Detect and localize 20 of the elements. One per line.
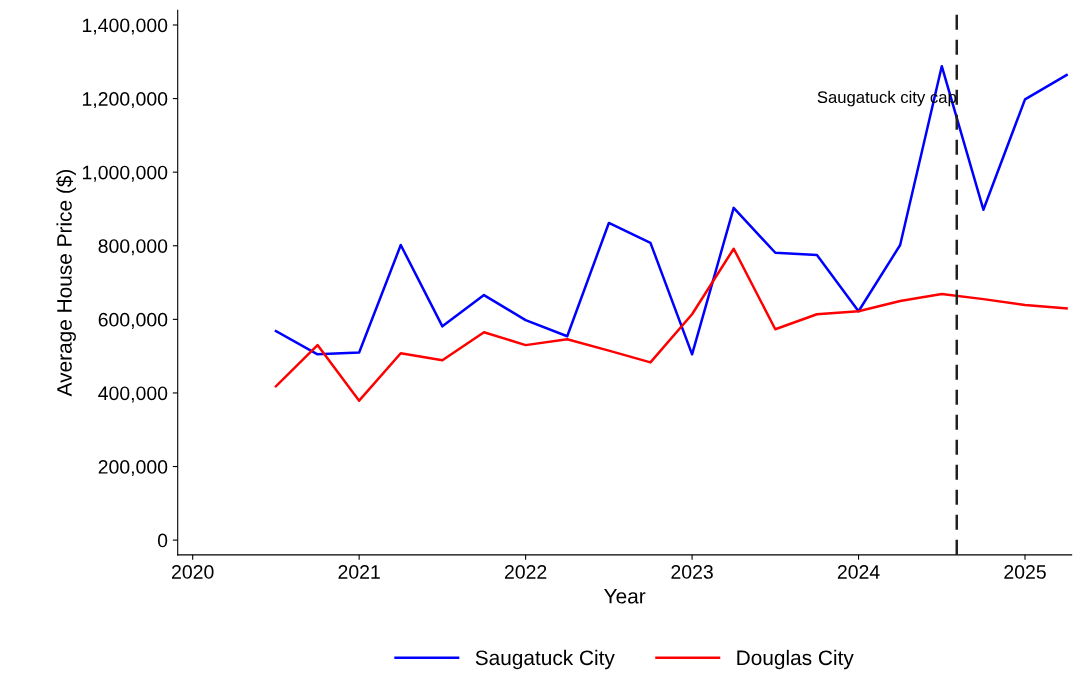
x-tick-label: 2020	[172, 565, 214, 579]
y-tick-label: 200,000	[98, 460, 168, 477]
y-tick-label: 0	[157, 533, 168, 548]
line-series	[274, 64, 1068, 356]
legend-label: Saugatuck City	[475, 649, 615, 670]
x-axis-title: Year	[604, 589, 646, 604]
legend-label: Douglas City	[737, 649, 854, 670]
y-axis-title: Average House Price ($)	[56, 169, 76, 397]
x-tick-label: 2021	[338, 565, 380, 579]
x-tick-label: 2025	[1004, 565, 1046, 579]
x-tick-label: 2022	[504, 565, 547, 579]
y-tick-label: 1,200,000	[82, 92, 168, 109]
x-tick-label: 2023	[671, 565, 713, 579]
line-series	[274, 247, 1068, 402]
y-tick-label: 800,000	[98, 239, 168, 256]
y-tick-label: 400,000	[98, 386, 168, 403]
y-tick-label: 1,000,000	[82, 165, 168, 182]
y-tick-label: 600,000	[98, 312, 168, 329]
x-tick-label: 2024	[837, 565, 880, 579]
y-tick-label: 1,400,000	[82, 18, 168, 35]
